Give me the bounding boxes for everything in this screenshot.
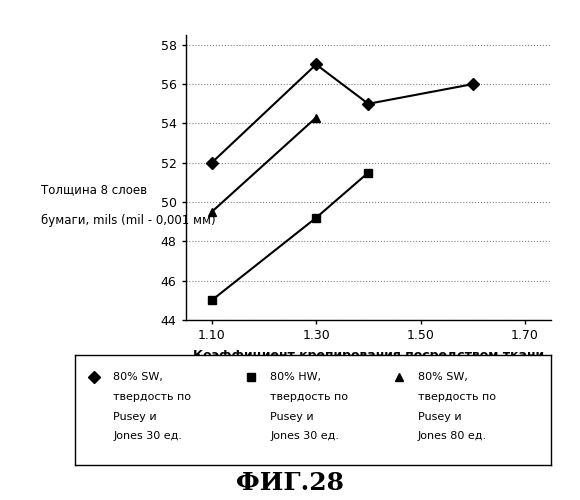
Text: Pusey и: Pusey и <box>418 412 462 422</box>
Text: твердость по: твердость по <box>418 392 496 402</box>
Text: ФИГ.28: ФИГ.28 <box>236 471 344 495</box>
Text: бумаги, mils (mil - 0,001 мм): бумаги, mils (mil - 0,001 мм) <box>41 214 215 226</box>
Text: Толщина 8 слоев: Толщина 8 слоев <box>41 184 147 196</box>
Text: Pusey и: Pusey и <box>270 412 314 422</box>
Text: Pusey и: Pusey и <box>114 412 157 422</box>
Text: 80% HW,: 80% HW, <box>270 372 321 382</box>
Text: 80% SW,: 80% SW, <box>114 372 164 382</box>
Text: Jones 30 ед.: Jones 30 ед. <box>114 432 183 442</box>
X-axis label: Коэффициент крепирования посредством ткани: Коэффициент крепирования посредством тка… <box>193 349 544 362</box>
Text: твердость по: твердость по <box>270 392 349 402</box>
Text: Jones 80 ед.: Jones 80 ед. <box>418 432 487 442</box>
Text: 80% SW,: 80% SW, <box>418 372 467 382</box>
Text: Jones 30 ед.: Jones 30 ед. <box>270 432 339 442</box>
Text: твердость по: твердость по <box>114 392 191 402</box>
